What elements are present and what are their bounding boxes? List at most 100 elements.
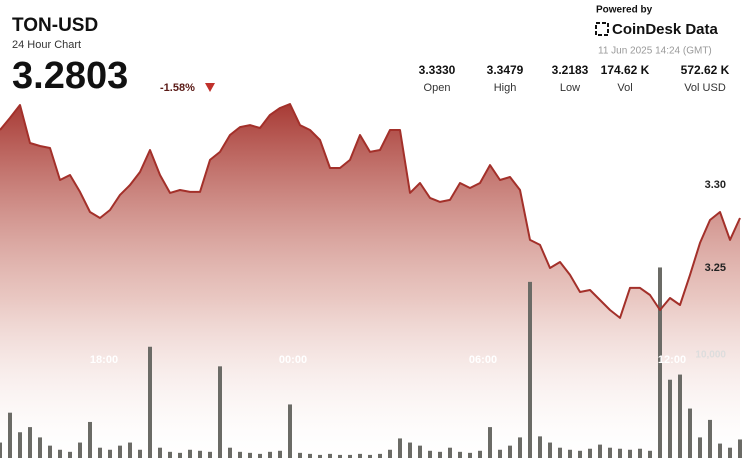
volume-bar [368, 454, 372, 458]
volume-bar [638, 448, 642, 458]
volume-bar [198, 450, 202, 458]
volume-bar [48, 445, 52, 458]
volume-bar [188, 449, 192, 458]
volume-bar [308, 453, 312, 458]
volume-bar [218, 366, 222, 458]
stat-label: High [494, 82, 517, 94]
volume-bar [138, 449, 142, 458]
volume-bar [278, 450, 282, 458]
volume-bar [678, 374, 682, 458]
volume-bar [328, 453, 332, 458]
change: -1.58% [160, 82, 195, 94]
price: 3.2803 [12, 55, 128, 97]
volume-bar [568, 449, 572, 458]
y-tick-label: 3.25 [705, 262, 726, 274]
volume-bar [268, 451, 272, 458]
volume-bar [468, 452, 472, 458]
volume-bar [248, 452, 252, 458]
volume-bar [8, 412, 12, 458]
volume-bar [458, 451, 462, 458]
stat-label: Low [560, 82, 580, 94]
volume-bar [288, 404, 292, 458]
stat-value: 174.62 K [601, 63, 650, 77]
volume-bar [488, 427, 492, 458]
volume-bar [628, 449, 632, 458]
volume-bar [438, 451, 442, 458]
volume-bar [18, 432, 22, 458]
stat-label: Open [424, 82, 451, 94]
stat-value: 3.3479 [487, 63, 524, 77]
volume-bar [318, 454, 322, 458]
volume-bar [718, 443, 722, 458]
volume-bar [388, 449, 392, 458]
volume-bar [148, 346, 152, 458]
volume-bar [538, 436, 542, 458]
brand: CoinDesk Data [612, 21, 719, 38]
volume-bar [338, 454, 342, 458]
x-tick-label: 12:00 [658, 354, 686, 366]
volume-bar [228, 447, 232, 458]
volume-bar [128, 442, 132, 458]
volume-bar [418, 445, 422, 458]
stat-value: 3.2183 [552, 63, 589, 77]
volume-bar [728, 447, 732, 458]
volume-bar [408, 442, 412, 458]
volume-tick-label: 10,000 [695, 350, 726, 361]
chart-title: TON-USD [12, 15, 98, 36]
volume-bar [68, 451, 72, 458]
volume-bar [708, 419, 712, 458]
price-line [0, 103, 741, 319]
brand-logo [595, 22, 609, 36]
volume-bar [28, 427, 32, 458]
volume-bar [258, 453, 262, 458]
chart-subtitle: 24 Hour Chart [12, 39, 81, 51]
volume-bar [688, 408, 692, 458]
volume-bar [298, 452, 302, 458]
volume-bar [158, 447, 162, 458]
volume-bar [498, 449, 502, 458]
y-tick-label: 3.30 [705, 179, 726, 191]
volume-bar [598, 444, 602, 458]
volume-bar [548, 442, 552, 458]
volume-bar [518, 437, 522, 458]
x-tick-label: 18:00 [90, 354, 118, 366]
volume-bar [78, 442, 82, 458]
volume-bar [618, 448, 622, 458]
timestamp: 11 Jun 2025 14:24 (GMT) [598, 46, 712, 57]
volume-bar [378, 453, 382, 458]
stat-label: Vol [617, 82, 632, 94]
volume-bar [178, 452, 182, 458]
volume-bar [738, 439, 742, 458]
volume-bar [508, 445, 512, 458]
volume-bar [118, 445, 122, 458]
volume-bar [238, 451, 242, 458]
volume-bar [698, 437, 702, 458]
volume-bar [38, 437, 42, 458]
volume-bar [0, 442, 2, 458]
plot-area: 18:00 00:00 06:00 12:00 3.30 3.25 10,000 [0, 103, 742, 458]
volume-bar [428, 450, 432, 458]
volume-bar [88, 421, 92, 458]
volume-bar [98, 447, 102, 458]
volume-bar [358, 453, 362, 458]
stat-label: Vol USD [684, 82, 726, 94]
x-tick-label: 06:00 [469, 354, 497, 366]
volume-bar [648, 450, 652, 458]
volume-bar [578, 450, 582, 458]
volume-bar [658, 267, 662, 458]
volume-bar [348, 454, 352, 458]
volume-bar [608, 447, 612, 458]
price-area [0, 104, 740, 458]
powered-by: Powered by [596, 5, 653, 16]
volume-bar [58, 449, 62, 458]
header: TON-USD 24 Hour Chart 3.2803 -1.58% Powe… [12, 5, 730, 97]
stat-value: 3.3330 [419, 63, 456, 77]
volume-bar [668, 379, 672, 458]
volume-bar [108, 449, 112, 458]
down-arrow [205, 83, 215, 92]
x-tick-label: 00:00 [279, 354, 307, 366]
volume-bar [588, 448, 592, 458]
volume-bar [558, 447, 562, 458]
volume-bar [478, 450, 482, 458]
